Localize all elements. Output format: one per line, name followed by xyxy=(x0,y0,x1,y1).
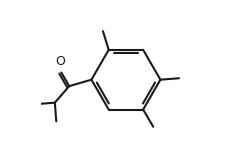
Text: O: O xyxy=(55,55,65,68)
